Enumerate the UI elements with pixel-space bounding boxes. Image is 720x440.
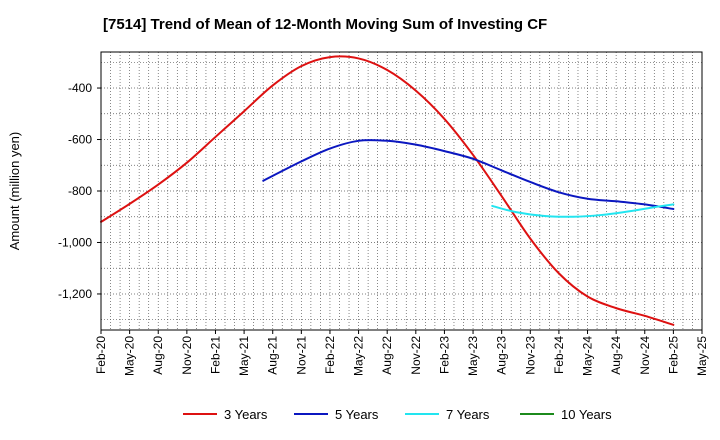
x-axis-ticks: Feb-20 May-20 Aug-20 Nov-20 Feb-21 May-21 Aug-… (94, 330, 709, 376)
x-tick-label: May-22 (352, 336, 366, 376)
y-tick-label: -600 (68, 133, 92, 147)
x-tick-label: Nov-22 (409, 336, 423, 375)
grid (101, 52, 702, 330)
x-tick-label: May-24 (581, 336, 595, 376)
x-tick-label: Feb-21 (208, 336, 222, 374)
x-tick-label: Feb-24 (552, 336, 566, 374)
legend-label-5-years: 5 Years (335, 407, 379, 422)
y-tick-label: -400 (68, 81, 92, 95)
x-tick-label: Aug-23 (495, 336, 509, 375)
series-layer (100, 55, 675, 326)
legend-label-7-years: 7 Years (446, 407, 490, 422)
y-axis-label: Amount (million yen) (7, 132, 22, 251)
chart-title: [7514] Trend of Mean of 12-Month Moving … (103, 16, 547, 33)
x-tick-label: May-25 (695, 336, 709, 376)
series-line-5-years (262, 139, 675, 211)
x-tick-label: Nov-23 (523, 336, 537, 375)
x-tick-label: May-23 (466, 336, 480, 376)
x-tick-label: Feb-20 (94, 336, 108, 374)
legend-label-3-years: 3 Years (224, 407, 268, 422)
legend: 3 Years 5 Years 7 Years 10 Years (183, 407, 612, 422)
x-tick-label: Nov-20 (180, 336, 194, 375)
x-tick-label: Aug-20 (151, 336, 165, 375)
x-tick-label: May-20 (123, 336, 137, 376)
y-tick-label: -1,200 (58, 287, 92, 301)
x-tick-label: Feb-25 (666, 336, 680, 374)
x-tick-label: Aug-22 (380, 336, 394, 375)
y-tick-label: -1,000 (58, 235, 92, 249)
legend-label-10-years: 10 Years (561, 407, 612, 422)
y-tick-label: -800 (68, 184, 92, 198)
x-tick-label: Nov-24 (638, 336, 652, 375)
y-axis-ticks: -400 -600 -800 -1,000 -1,200 (58, 81, 101, 301)
x-tick-label: Aug-21 (266, 336, 280, 375)
x-tick-label: May-21 (237, 336, 251, 376)
series-line-3-years (100, 55, 675, 326)
series-line-7-years (491, 203, 675, 218)
x-tick-label: Aug-24 (609, 336, 623, 375)
x-tick-label: Feb-22 (323, 336, 337, 374)
x-tick-label: Nov-21 (294, 336, 308, 375)
x-tick-label: Feb-23 (437, 336, 451, 374)
